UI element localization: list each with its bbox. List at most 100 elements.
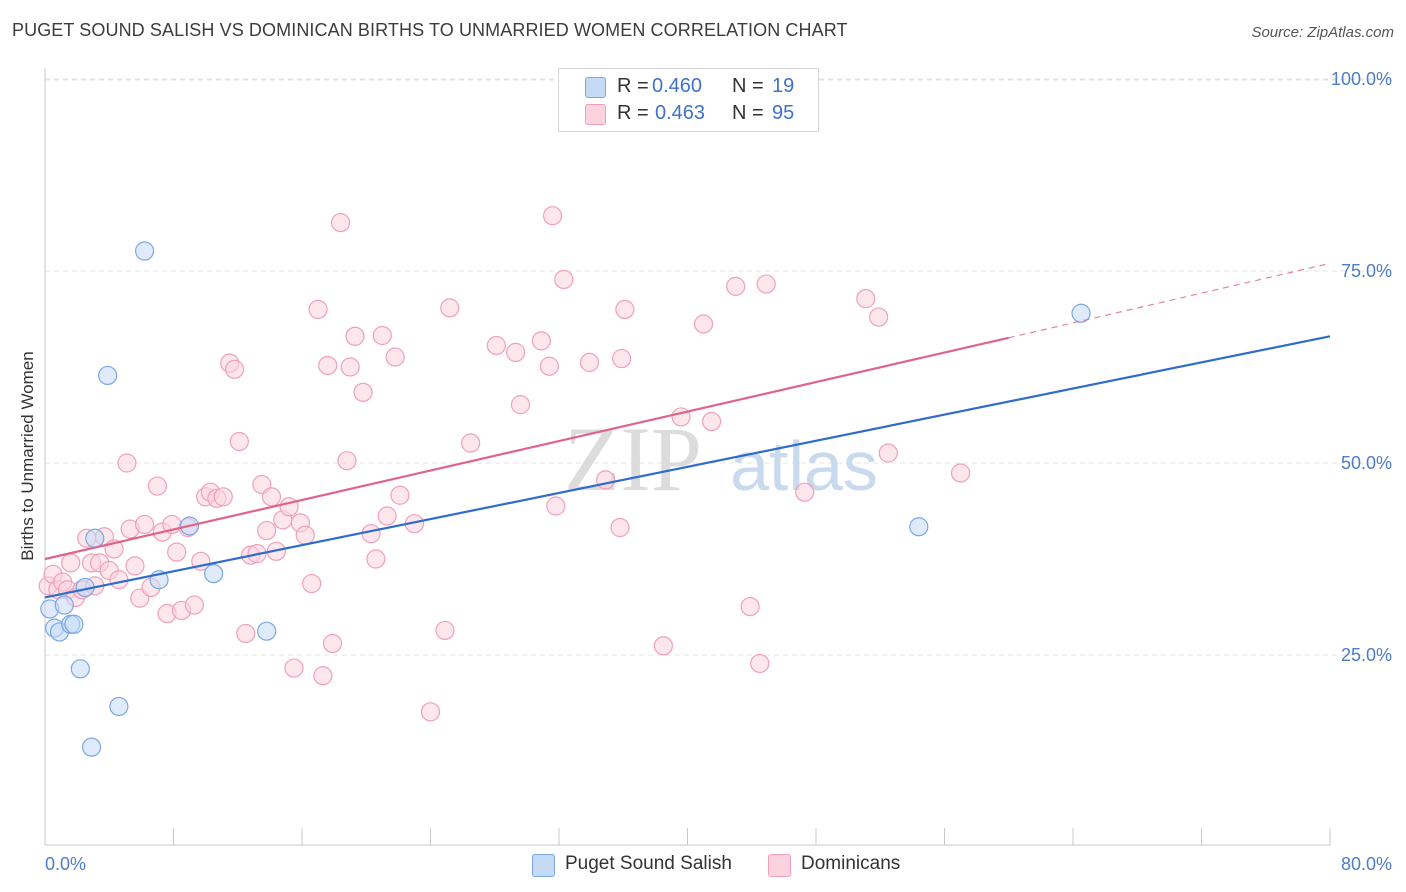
data-point: [856, 289, 876, 309]
data-point: [539, 356, 559, 376]
data-point: [257, 621, 277, 641]
data-point: [366, 549, 386, 569]
data-point: [546, 496, 566, 516]
y-tick-label: 25.0%: [1341, 645, 1392, 665]
series-label: Dominicans: [801, 853, 901, 874]
legend-r-label: R =: [617, 102, 649, 124]
series-label: Puget Sound Salish: [565, 853, 732, 874]
data-point: [595, 470, 616, 490]
data-point: [486, 335, 506, 356]
data-point: [284, 658, 304, 678]
data-point: [134, 514, 155, 535]
data-point: [345, 326, 365, 346]
x-tick-label-max: 80.0%: [1341, 854, 1392, 874]
legend-r-label: R =: [617, 75, 649, 97]
data-point: [795, 482, 815, 502]
data-point: [353, 382, 373, 402]
data-point: [653, 636, 674, 656]
data-point: [579, 352, 600, 372]
data-point: [726, 276, 746, 296]
data-point: [109, 696, 129, 717]
series-swatch-pink: [768, 854, 791, 877]
data-point: [109, 570, 129, 590]
legend-n-label: N =: [732, 75, 764, 97]
data-point: [125, 556, 145, 576]
gridlines: [45, 78, 1392, 656]
data-point: [117, 453, 137, 473]
data-point: [461, 433, 481, 453]
data-point: [337, 451, 357, 471]
data-point: [420, 702, 441, 722]
data-point: [385, 347, 405, 367]
legend-swatch-blue: [585, 77, 606, 98]
data-point: [204, 563, 224, 584]
data-point: [85, 528, 105, 548]
axes: [44, 68, 1331, 846]
trend-lines: [44, 262, 1331, 599]
data-point: [98, 365, 118, 386]
data-point: [361, 524, 381, 544]
series-swatch-blue: [532, 854, 555, 877]
tick-labels: 25.0% 50.0% 75.0% 100.0% 0.0% 80.0%: [45, 69, 1392, 874]
data-point: [308, 299, 328, 319]
data-point: [377, 506, 397, 526]
y-tick-label: 100.0%: [1331, 69, 1392, 89]
data-point: [70, 659, 90, 679]
data-point: [340, 357, 360, 377]
data-point: [61, 553, 81, 573]
legend-n-label: N =: [732, 102, 764, 124]
legend-n-value: 19: [772, 75, 795, 97]
data-point: [64, 614, 84, 634]
data-point: [506, 342, 526, 363]
trend-line-extension: [1008, 262, 1331, 339]
data-point: [318, 355, 338, 376]
legend-r-value: 0.463: [655, 102, 706, 124]
trend-line: [44, 336, 1009, 561]
trend-line: [44, 335, 1331, 599]
data-point: [261, 487, 282, 507]
data-point: [610, 517, 630, 538]
data-point: [878, 443, 898, 463]
data-point: [612, 348, 632, 369]
data-point: [236, 623, 256, 644]
data-point: [909, 517, 929, 537]
data-point: [302, 573, 322, 594]
data-point: [322, 633, 343, 654]
legend-n-value: 95: [772, 102, 795, 124]
data-point: [372, 325, 392, 346]
source-label: Source: ZipAtlas.com: [1251, 24, 1394, 41]
data-point: [257, 520, 277, 541]
dominicans-points: [38, 206, 971, 722]
data-point: [435, 620, 455, 641]
y-tick-label: 75.0%: [1341, 261, 1392, 281]
x-tick-label-min: 0.0%: [45, 854, 86, 874]
data-point: [750, 653, 770, 674]
data-point: [134, 241, 155, 261]
data-point: [390, 485, 410, 505]
correlation-legend: R = 0.460 N = 19 R = 0.463 N = 95: [558, 68, 819, 132]
data-point: [184, 595, 204, 615]
data-point: [756, 274, 776, 294]
data-point: [542, 206, 563, 226]
data-point: [531, 331, 551, 351]
data-point: [167, 542, 187, 562]
data-point: [295, 525, 315, 545]
chart-title: PUGET SOUND SALISH VS DOMINICAN BIRTHS T…: [12, 20, 848, 40]
data-point: [1071, 303, 1091, 323]
data-point: [869, 307, 889, 327]
data-point: [950, 463, 971, 483]
legend-swatch-pink: [585, 104, 606, 125]
data-point: [313, 666, 333, 686]
data-point: [701, 411, 722, 432]
data-point: [740, 597, 760, 617]
data-point: [330, 213, 351, 233]
data-point: [693, 314, 714, 334]
data-point: [510, 395, 531, 415]
data-point: [81, 737, 102, 757]
y-tick-label: 50.0%: [1341, 453, 1392, 473]
data-point: [224, 359, 245, 379]
data-point: [54, 595, 74, 615]
data-point: [147, 476, 168, 496]
data-point: [213, 487, 233, 507]
